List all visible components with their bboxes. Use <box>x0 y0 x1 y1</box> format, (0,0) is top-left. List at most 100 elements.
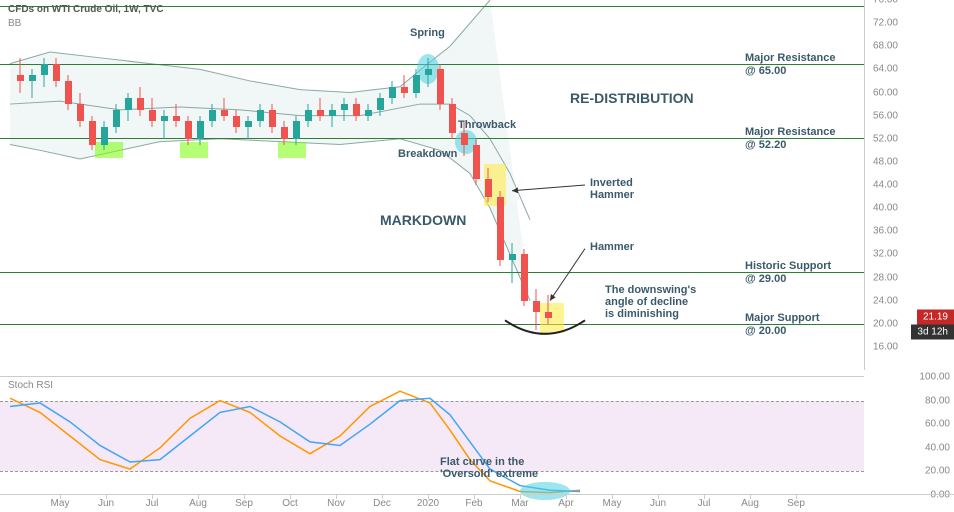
x-tick-label: Feb <box>465 498 482 509</box>
y-tick: 32.00 <box>873 249 898 260</box>
candle <box>389 81 396 104</box>
candle <box>341 98 348 121</box>
x-tick-label: May <box>51 498 70 509</box>
level-label: Major Support@ 20.00 <box>745 312 865 338</box>
candle <box>137 87 144 116</box>
y-tick: 64.00 <box>873 64 898 75</box>
y-tick: 68.00 <box>873 41 898 52</box>
level-label: Major Resistance@ 52.20 <box>745 126 865 152</box>
candle <box>293 116 300 145</box>
candle <box>269 104 276 133</box>
rsi-y-tick: 20.00 <box>925 466 950 477</box>
chart-annotation: Hammer <box>590 241 634 253</box>
candle <box>209 104 216 127</box>
candle <box>365 104 372 121</box>
rsi-annotation: Flat curve in the'Oversold' extreme <box>440 456 538 480</box>
y-tick: 28.00 <box>873 272 898 283</box>
x-tick-label: Sep <box>235 498 253 509</box>
y-tick: 40.00 <box>873 203 898 214</box>
y-tick: 60.00 <box>873 87 898 98</box>
chart-annotation: Breakdown <box>398 148 457 160</box>
y-tick: 52.00 <box>873 133 898 144</box>
candle <box>473 139 480 185</box>
x-tick-label: May <box>603 498 622 509</box>
x-tick-label: Dec <box>373 498 391 509</box>
chart-annotation: Throwback <box>458 119 516 131</box>
price-chart[interactable]: Spring Throwback Breakdown RE-DISTRIBUTION M… <box>0 0 864 370</box>
chart-annotation: The downswing'sangle of declineis dimini… <box>605 284 696 320</box>
x-tick-label: Jul <box>146 498 159 509</box>
y-tick: 20.00 <box>873 318 898 329</box>
candle <box>29 69 36 98</box>
candle <box>245 116 252 139</box>
y-tick: 76.00 <box>873 0 898 6</box>
candle <box>449 98 456 138</box>
chart-annotation: RE-DISTRIBUTION <box>570 90 694 106</box>
chart-annotation: MARKDOWN <box>380 212 466 228</box>
x-tick-label: 2020 <box>417 498 439 509</box>
highlight-rect <box>95 142 123 158</box>
candle <box>305 104 312 127</box>
rsi-chart[interactable]: Stoch RSI Flat curve in the'Oversold' ex… <box>0 376 864 494</box>
candle <box>521 249 528 307</box>
y-tick: 44.00 <box>873 180 898 191</box>
candle <box>89 116 96 151</box>
candle <box>233 110 240 133</box>
candle <box>221 98 228 121</box>
y-tick: 36.00 <box>873 226 898 237</box>
x-tick-label: Jun <box>650 498 666 509</box>
rsi-band <box>0 401 864 472</box>
x-tick-label: Apr <box>558 498 574 509</box>
candle <box>125 93 132 122</box>
candle <box>413 69 420 98</box>
support-resistance-line <box>0 138 864 140</box>
candle <box>353 98 360 121</box>
candle <box>161 110 168 139</box>
x-tick-label: Aug <box>741 498 759 509</box>
chart-annotation: Spring <box>410 27 445 39</box>
x-tick-label: Sep <box>787 498 805 509</box>
y-tick: 16.00 <box>873 341 898 352</box>
highlight-rect <box>180 142 208 158</box>
support-resistance-line <box>0 272 864 274</box>
x-axis: MayJunJulAugSepOctNovDec2020FebMarAprMay… <box>0 494 954 512</box>
support-resistance-line <box>0 324 864 326</box>
candle <box>77 93 84 128</box>
candle <box>509 243 516 283</box>
price-marker: 3d 12h <box>911 324 954 339</box>
level-label: Historic Support@ 29.00 <box>745 260 865 286</box>
rsi-y-tick: 80.00 <box>925 395 950 406</box>
rsi-y-tick: 40.00 <box>925 442 950 453</box>
x-tick-label: Jul <box>698 498 711 509</box>
candle <box>113 104 120 133</box>
candle <box>17 58 24 93</box>
candle <box>185 116 192 145</box>
y-axis: 76.00 72.00 68.00 64.00 60.00 56.00 52.00 48.00… <box>864 0 954 370</box>
candle <box>257 104 264 127</box>
rsi-label: Stoch RSI <box>8 380 53 391</box>
x-tick-label: Aug <box>189 498 207 509</box>
candle <box>65 75 72 110</box>
support-resistance-line <box>0 6 864 7</box>
y-tick: 48.00 <box>873 156 898 167</box>
x-tick-label: Mar <box>511 498 528 509</box>
rsi-y-tick: 60.00 <box>925 419 950 430</box>
candle <box>377 93 384 116</box>
rsi-y-tick: 100.00 <box>919 372 950 383</box>
x-tick-label: Nov <box>327 498 345 509</box>
candle <box>533 289 540 329</box>
candle <box>41 58 48 87</box>
y-tick: 56.00 <box>873 110 898 121</box>
candle <box>497 191 504 266</box>
candle <box>317 98 324 121</box>
candle <box>53 58 60 87</box>
candle <box>329 104 336 127</box>
y-tick: 72.00 <box>873 18 898 29</box>
candle <box>281 121 288 144</box>
price-marker: 21.19 <box>917 309 954 324</box>
candle <box>173 104 180 127</box>
y-tick: 24.00 <box>873 295 898 306</box>
candle <box>545 295 552 324</box>
highlight-rect <box>278 142 306 158</box>
candle <box>149 98 156 127</box>
